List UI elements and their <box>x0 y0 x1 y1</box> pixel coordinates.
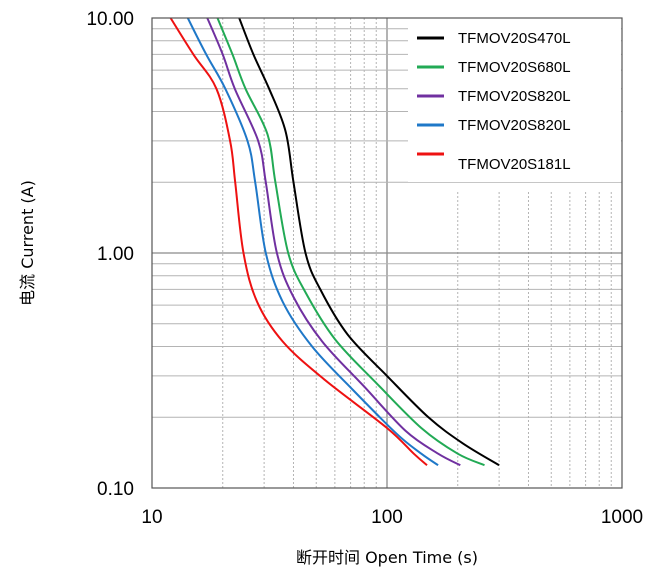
series-line-4 <box>186 17 439 467</box>
plot-frame <box>151 17 623 489</box>
x-tick-label: 10 <box>141 507 162 528</box>
y-tick-label: 10.00 <box>86 9 134 30</box>
x-axis-title: 断开时间 Open Time (s) <box>296 548 478 567</box>
grid <box>152 18 622 488</box>
x-tick-label: 100 <box>371 507 403 528</box>
legend: TFMOV20S470L TFMOV20S680L TFMOV20S820L TFMO… <box>417 30 571 173</box>
legend-label: TFMOV20S181L <box>458 156 571 173</box>
y-tick-label: 1.00 <box>97 244 134 265</box>
tick-labels: 10 100 1000 0.10 1.00 10.00 <box>86 9 643 528</box>
legend-label: TFMOV20S470L <box>458 30 571 47</box>
x-tick-label: 1000 <box>601 507 643 528</box>
legend-label: TFMOV20S680L <box>458 59 571 76</box>
series-line-2 <box>216 17 485 467</box>
series-line-5 <box>169 17 428 466</box>
y-tick-label: 0.10 <box>97 479 134 500</box>
curves <box>169 17 500 467</box>
series-line-1 <box>238 17 500 467</box>
legend-label: TFMOV20S820L <box>458 88 571 105</box>
y-axis-title: 电流 Current (A) <box>18 180 37 306</box>
series-line-3 <box>206 17 461 467</box>
legend-label: TFMOV20S820L <box>458 117 571 134</box>
